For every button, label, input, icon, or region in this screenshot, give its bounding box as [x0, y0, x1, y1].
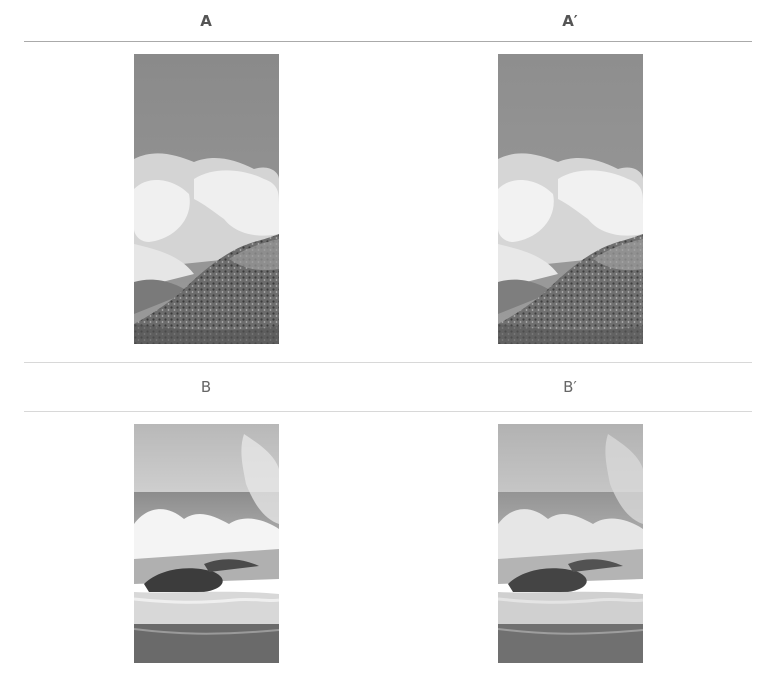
label-b: B	[200, 378, 212, 396]
image-row-a	[24, 42, 752, 362]
image-cell-b	[24, 412, 388, 682]
image-cell-a-prime	[388, 42, 752, 362]
header-a-prime-label: A′	[562, 11, 578, 30]
ocean-wave-photo	[133, 424, 279, 663]
label-row: B B′	[24, 362, 752, 412]
header-cell-left: A	[24, 0, 388, 41]
header-row: A A′	[24, 0, 752, 42]
mountain-clouds-photo	[133, 54, 279, 344]
ocean-wave-photo-filtered	[497, 424, 643, 663]
header-a-label: A	[200, 11, 212, 30]
image-cell-b-prime	[388, 412, 752, 682]
image-analogy-figure: A A′	[24, 0, 752, 682]
header-cell-right: A′	[388, 0, 752, 41]
image-row-b	[24, 412, 752, 682]
label-cell-right: B′	[388, 363, 752, 411]
label-cell-left: B	[24, 363, 388, 411]
label-b-prime: B′	[563, 378, 577, 396]
mountain-clouds-photo-filtered	[497, 54, 643, 344]
image-cell-a	[24, 42, 388, 362]
